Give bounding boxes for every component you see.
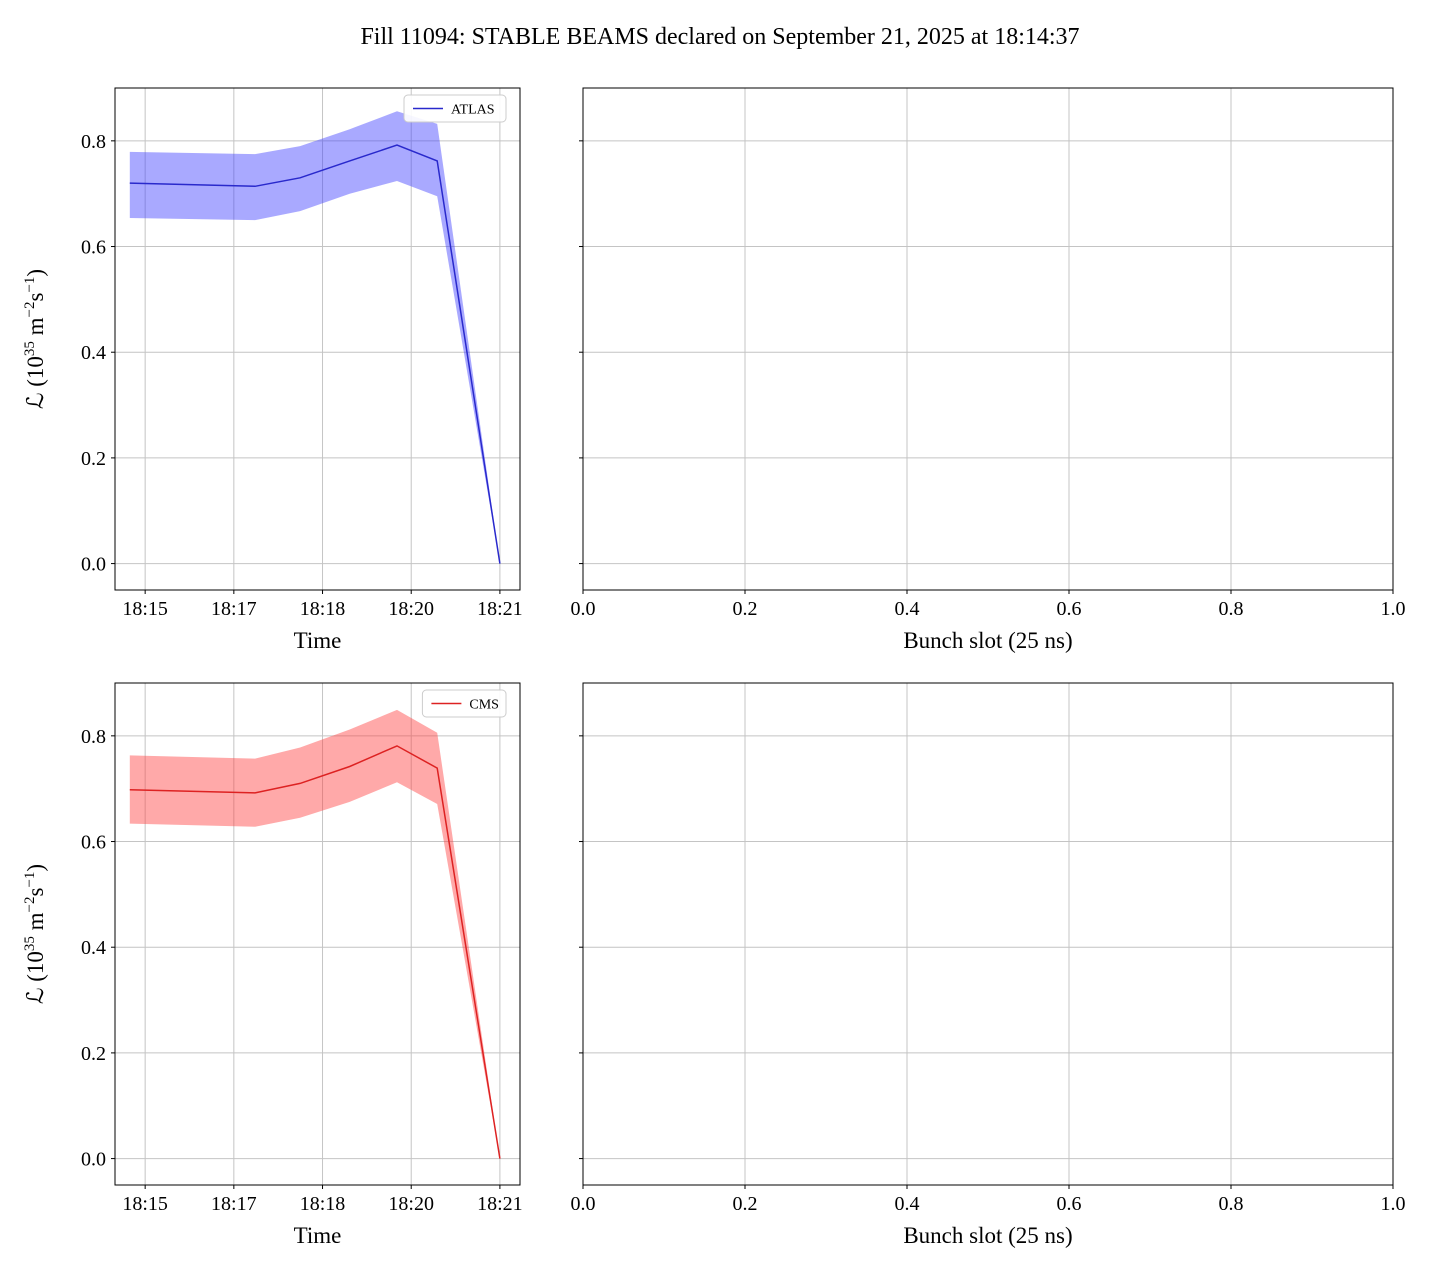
series-atlas [129, 111, 501, 564]
axes-frame [582, 87, 1394, 591]
plot-top-bunch-slot: 0.0 0.2 0.4 0.6 0.8 1.0 Bunch slot (25 ns) [571, 87, 1406, 653]
x-axis-label: Time [294, 628, 342, 653]
x-tick-label: 0.2 [733, 1193, 758, 1215]
x-tick-label: 0.8 [1219, 598, 1244, 620]
x-tick-label: 18:17 [211, 598, 257, 620]
axes-frame [114, 87, 521, 591]
figure-title: Fill 11094: STABLE BEAMS declared on Sep… [360, 24, 1080, 50]
gridlines [582, 683, 1394, 1185]
x-tick-label: 1.0 [1381, 1193, 1406, 1215]
axes-frame [114, 682, 521, 1186]
gridlines [582, 88, 1394, 590]
x-tick-label: 0.0 [571, 598, 596, 620]
x-tick-label: 18:17 [211, 1193, 257, 1215]
x-tick-label: 18:21 [477, 598, 523, 620]
legend-frame [403, 94, 507, 123]
x-tick-label: 1.0 [1381, 598, 1406, 620]
y-tick-label: 0.4 [81, 937, 106, 959]
x-tick-label: 0.6 [1057, 598, 1082, 620]
data-line [129, 144, 501, 564]
axis-ticks-and-labels: 0.0 0.2 0.4 0.6 0.8 1.0 [571, 735, 1406, 1215]
axis-ticks-and-labels: 18:15 18:17 18:18 18:20 18:21 0.0 0.2 0.4 0.6 0.8 [81, 131, 523, 620]
x-tick-label: 18:20 [388, 1193, 434, 1215]
bunch-slot-bottom-svg: 0.0 0.2 0.4 0.6 0.8 1.0 Bunch slot (25 ns) [571, 682, 1406, 1248]
x-tick-label: 0.8 [1219, 1193, 1244, 1215]
plot-bottom-bunch-slot: 0.0 0.2 0.4 0.6 0.8 1.0 Bunch slot (25 ns) [571, 682, 1406, 1248]
cms-luminosity-vs-time-svg: 18:15 18:17 18:18 18:20 18:21 0.0 0.2 0.4 0.6 0.8… [22, 682, 523, 1248]
x-tick-label: 18:21 [477, 1193, 523, 1215]
y-axis-label: ℒ (1035 m−2s−1) [22, 864, 48, 1004]
x-tick-label: 18:15 [122, 598, 168, 620]
data-line [129, 745, 501, 1159]
x-tick-label: 0.0 [571, 1193, 596, 1215]
y-tick-label: 0.6 [81, 832, 106, 854]
uncertainty-band [129, 709, 500, 1159]
y-tick-label: 0.8 [81, 726, 106, 748]
x-axis-label: Bunch slot (25 ns) [903, 1223, 1072, 1248]
y-tick-label: 0.4 [81, 342, 106, 364]
series-cms [129, 709, 501, 1159]
y-axis-label: ℒ (1035 m−2s−1) [22, 269, 48, 409]
legend-frame [421, 689, 507, 718]
x-axis-label: Bunch slot (25 ns) [903, 628, 1072, 653]
gridlines [115, 88, 520, 590]
y-tick-label: 0.2 [81, 448, 106, 470]
y-tick-label: 0.0 [81, 554, 106, 576]
legend: CMS [421, 689, 507, 718]
axis-ticks-and-labels: 18:15 18:17 18:18 18:20 18:21 0.0 0.2 0.4 0.6 0.8 [81, 726, 523, 1215]
atlas-luminosity-vs-time-svg: 18:15 18:17 18:18 18:20 18:21 0.0 0.2 0.4 0.6 0.8… [22, 87, 523, 653]
x-tick-label: 18:18 [300, 598, 346, 620]
axes-frame [582, 682, 1394, 1186]
x-tick-label: 0.4 [895, 598, 920, 620]
bunch-slot-top-svg: 0.0 0.2 0.4 0.6 0.8 1.0 Bunch slot (25 ns) [571, 87, 1406, 653]
x-tick-label: 18:20 [388, 598, 434, 620]
y-tick-label: 0.0 [81, 1149, 106, 1171]
x-tick-label: 0.6 [1057, 1193, 1082, 1215]
y-tick-label: 0.2 [81, 1043, 106, 1065]
plot-cms-luminosity-vs-time: 18:15 18:17 18:18 18:20 18:21 0.0 0.2 0.4 0.6 0.8… [22, 682, 523, 1248]
x-tick-label: 0.4 [895, 1193, 920, 1215]
y-tick-label: 0.6 [81, 237, 106, 259]
x-tick-label: 0.2 [733, 598, 758, 620]
legend-label: ATLAS [451, 103, 495, 118]
x-axis-label: Time [294, 1223, 342, 1248]
x-tick-label: 18:18 [300, 1193, 346, 1215]
x-tick-label: 18:15 [122, 1193, 168, 1215]
y-tick-label: 0.8 [81, 131, 106, 153]
plot-atlas-luminosity-vs-time: 18:15 18:17 18:18 18:20 18:21 0.0 0.2 0.4 0.6 0.8… [22, 87, 523, 653]
legend: ATLAS [403, 94, 507, 123]
gridlines [115, 683, 520, 1185]
legend-label: CMS [469, 698, 499, 713]
axis-ticks-and-labels: 0.0 0.2 0.4 0.6 0.8 1.0 [571, 140, 1406, 620]
uncertainty-band [129, 111, 500, 564]
